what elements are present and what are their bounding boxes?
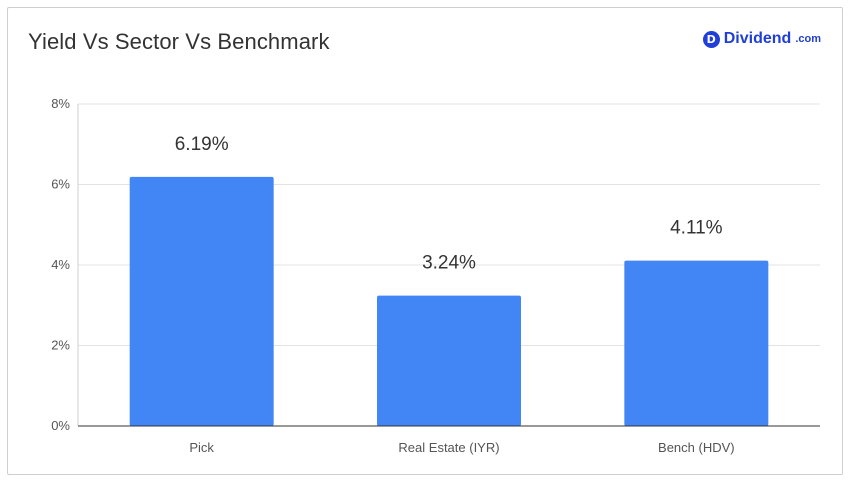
bar-real-estate-iyr xyxy=(377,295,521,426)
y-tick-label: 4% xyxy=(51,257,70,272)
data-label: 3.24% xyxy=(422,253,476,274)
dividend-logo-icon: D xyxy=(702,30,720,48)
x-tick-label: Real Estate (IYR) xyxy=(398,440,499,455)
y-tick-label: 6% xyxy=(51,177,70,192)
y-tick-label: 0% xyxy=(51,418,70,433)
x-tick-label: Pick xyxy=(189,440,214,455)
brand-suffix: .com xyxy=(795,33,821,45)
y-tick-label: 8% xyxy=(51,96,70,111)
data-label: 6.19% xyxy=(175,134,229,155)
x-tick-label: Bench (HDV) xyxy=(658,440,735,455)
bar-bench-hdv xyxy=(624,260,769,426)
brand-name: Dividend xyxy=(723,30,792,47)
data-label: 4.11% xyxy=(670,218,723,239)
chart-title: Yield Vs Sector Vs Benchmark xyxy=(28,29,330,54)
bar-pick xyxy=(129,176,274,426)
y-tick-label: 2% xyxy=(51,338,70,353)
brand-logo: D Dividend .com xyxy=(702,30,821,48)
